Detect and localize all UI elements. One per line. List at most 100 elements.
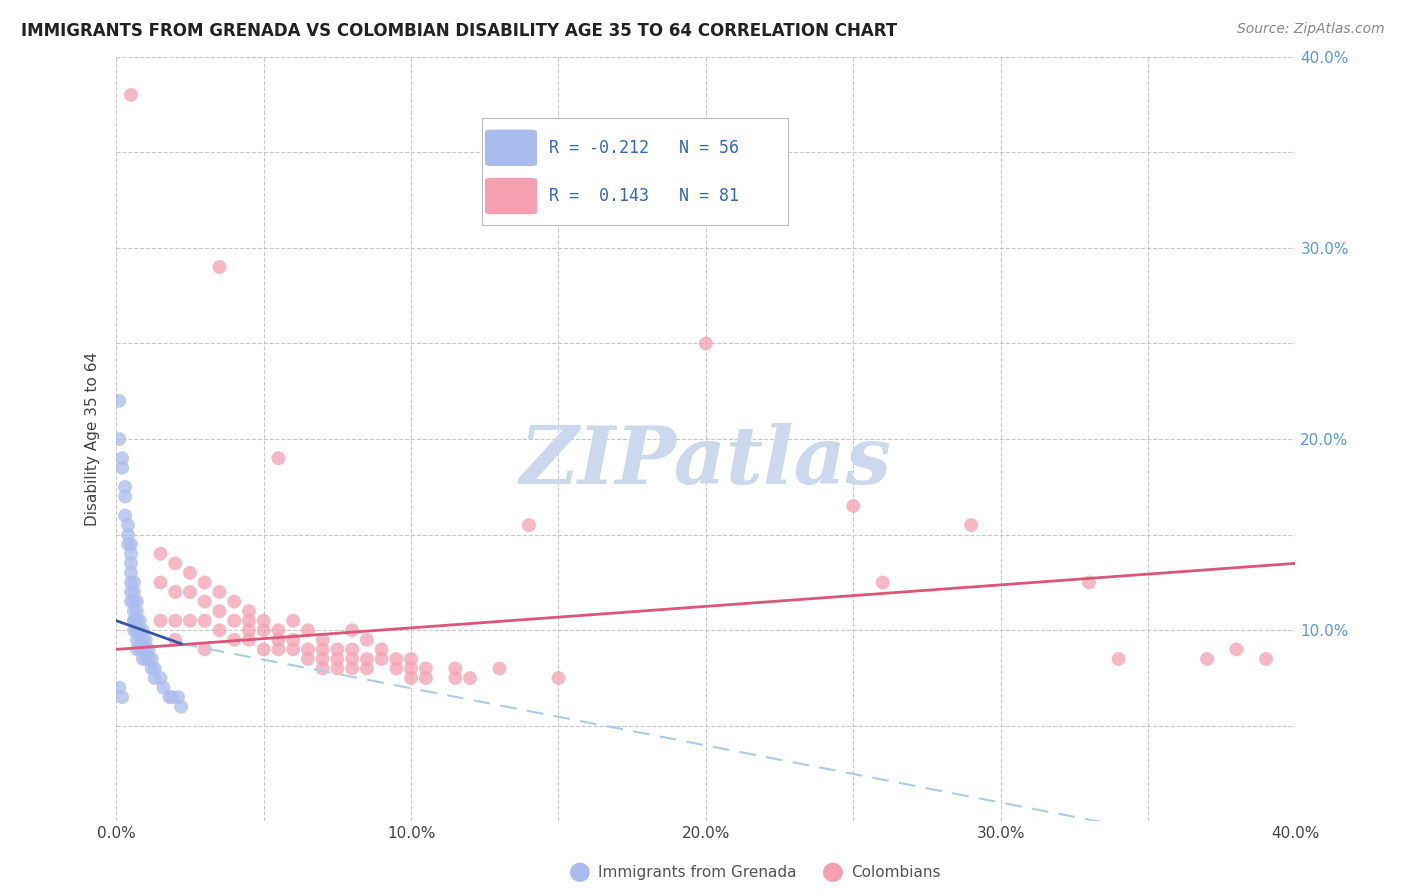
Point: [120, 575, 142, 590]
Point: [167, 690, 190, 705]
Point: [120, 547, 142, 561]
Point: [399, 652, 422, 666]
Point: [253, 624, 276, 638]
Point: [149, 547, 172, 561]
Point: [128, 614, 150, 628]
Point: [165, 614, 187, 628]
Point: [444, 661, 467, 675]
Point: [194, 594, 217, 608]
Point: [340, 652, 363, 666]
Point: [111, 451, 134, 466]
Point: [165, 632, 187, 647]
Point: [138, 642, 160, 657]
Point: [165, 557, 187, 571]
Point: [132, 652, 155, 666]
Point: [370, 652, 392, 666]
Point: [108, 681, 131, 695]
Point: [253, 614, 276, 628]
Point: [253, 642, 276, 657]
Point: [267, 632, 290, 647]
Point: [179, 614, 201, 628]
Point: [281, 642, 304, 657]
Point: [132, 632, 155, 647]
Point: [122, 575, 145, 590]
Point: [281, 614, 304, 628]
Point: [340, 661, 363, 675]
Text: ZIPatlas: ZIPatlas: [520, 424, 891, 500]
Point: [311, 642, 333, 657]
Point: [128, 624, 150, 638]
Point: [238, 632, 260, 647]
Point: [356, 661, 378, 675]
Point: [415, 671, 437, 685]
Point: [122, 614, 145, 628]
Point: [128, 642, 150, 657]
Point: [340, 642, 363, 657]
Point: [208, 260, 231, 274]
Point: [120, 594, 142, 608]
Point: [399, 671, 422, 685]
Point: [117, 537, 139, 551]
Point: [120, 585, 142, 599]
Point: [370, 642, 392, 657]
Point: [517, 518, 540, 533]
Point: [1108, 652, 1130, 666]
Point: [695, 336, 717, 351]
Point: [108, 432, 131, 446]
Point: [114, 490, 136, 504]
Point: [444, 671, 467, 685]
Point: [311, 632, 333, 647]
Point: [224, 614, 246, 628]
Text: Immigrants from Grenada: Immigrants from Grenada: [598, 865, 796, 880]
Point: [1195, 652, 1218, 666]
Point: [179, 566, 201, 580]
Point: [138, 652, 160, 666]
Point: [125, 624, 148, 638]
Point: [238, 604, 260, 618]
Point: [117, 527, 139, 541]
Point: [267, 642, 290, 657]
Point: [488, 661, 510, 675]
Point: [208, 585, 231, 599]
Point: [162, 690, 184, 705]
Point: [125, 614, 148, 628]
Point: [224, 632, 246, 647]
Point: [281, 632, 304, 647]
Point: [114, 480, 136, 494]
Point: [224, 594, 246, 608]
Point: [122, 585, 145, 599]
Point: [132, 642, 155, 657]
Point: [143, 661, 166, 675]
Point: [208, 604, 231, 618]
Point: [125, 604, 148, 618]
Point: [120, 566, 142, 580]
Point: [141, 661, 163, 675]
Point: [208, 624, 231, 638]
Point: [122, 594, 145, 608]
Point: [132, 624, 155, 638]
Point: [149, 671, 172, 685]
Text: ⬤: ⬤: [821, 863, 844, 882]
Point: [111, 460, 134, 475]
Point: [458, 671, 481, 685]
Point: [120, 537, 142, 551]
Point: [267, 624, 290, 638]
Point: [385, 661, 408, 675]
Point: [141, 652, 163, 666]
Point: [238, 614, 260, 628]
Point: [311, 652, 333, 666]
Point: [122, 604, 145, 618]
Point: [111, 690, 134, 705]
Point: [157, 690, 180, 705]
Point: [415, 661, 437, 675]
Point: [326, 652, 349, 666]
Point: [311, 661, 333, 675]
Point: [120, 557, 142, 571]
Point: [114, 508, 136, 523]
Point: [297, 624, 319, 638]
Text: ⬤: ⬤: [568, 863, 591, 882]
Point: [385, 652, 408, 666]
Point: [149, 614, 172, 628]
Point: [122, 614, 145, 628]
Point: [135, 632, 157, 647]
